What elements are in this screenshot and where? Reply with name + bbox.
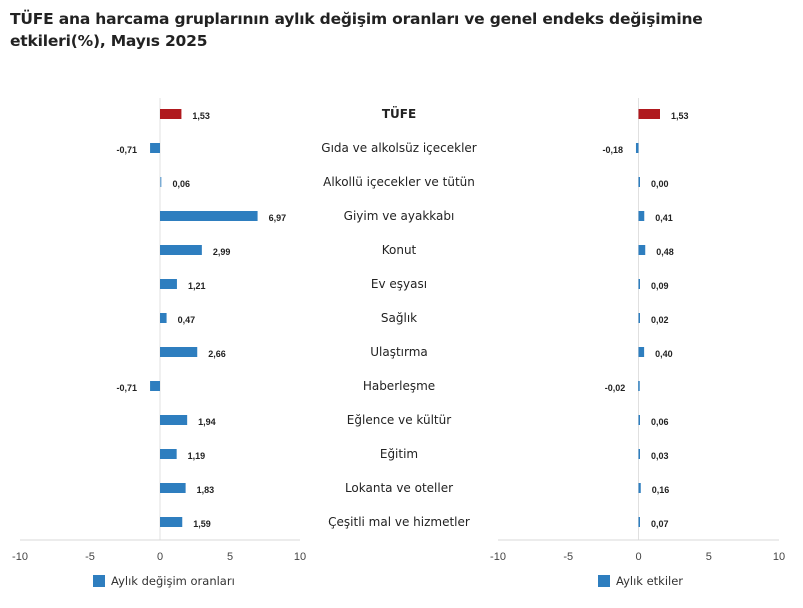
data-label: 0,41 <box>655 213 673 223</box>
bar <box>160 177 162 187</box>
data-label: -0,71 <box>117 145 138 155</box>
category-label: Alkollü içecekler ve tütün <box>323 175 475 189</box>
bar <box>160 347 198 357</box>
bar <box>635 143 639 153</box>
category-label: Ev eşyası <box>371 277 427 291</box>
x-tick-label: 10 <box>294 551 306 563</box>
x-tick-label: 5 <box>706 551 712 563</box>
bar <box>638 517 640 527</box>
data-label: 0,06 <box>651 417 669 427</box>
data-label: 0,03 <box>651 451 669 461</box>
bar <box>638 483 641 493</box>
bar <box>160 483 186 493</box>
legend-swatch <box>598 575 610 587</box>
x-tick-label: -10 <box>490 551 506 563</box>
category-label: Lokanta ve oteller <box>345 481 453 495</box>
bar <box>160 245 202 255</box>
legend-label: Aylık değişim oranları <box>111 574 235 588</box>
data-label: 1,94 <box>198 417 216 427</box>
data-label: 0,40 <box>655 349 673 359</box>
data-label: 0,00 <box>651 179 669 189</box>
data-label: -0,71 <box>117 383 138 393</box>
data-label: 2,99 <box>213 247 231 257</box>
bar <box>638 109 660 119</box>
bar <box>160 211 258 221</box>
x-tick-label: 0 <box>635 551 641 563</box>
bar <box>638 415 640 425</box>
data-label: 0,16 <box>652 485 670 495</box>
bar <box>638 347 645 357</box>
data-label: 1,83 <box>197 485 215 495</box>
data-label: 6,97 <box>269 213 287 223</box>
data-label: 0,48 <box>656 247 674 257</box>
x-tick-label: -5 <box>85 551 95 563</box>
bar <box>160 279 177 289</box>
category-label: TÜFE <box>382 106 416 121</box>
category-label: Ulaştırma <box>370 345 428 359</box>
bar <box>160 313 167 323</box>
data-label: 0,02 <box>651 315 669 325</box>
category-label: Sağlık <box>381 311 417 325</box>
data-label: 0,07 <box>651 519 669 529</box>
data-label: 1,53 <box>192 111 210 121</box>
category-label: Haberleşme <box>363 379 435 393</box>
data-label: 1,21 <box>188 281 206 291</box>
bar <box>638 211 645 221</box>
data-label: 0,06 <box>173 179 191 189</box>
data-label: -0,02 <box>605 383 626 393</box>
category-label: Eğitim <box>380 447 418 461</box>
bar <box>160 449 177 459</box>
data-label: 1,59 <box>193 519 211 529</box>
bar <box>160 517 183 527</box>
bar <box>638 245 646 255</box>
data-label: 0,09 <box>651 281 669 291</box>
bar <box>150 143 160 153</box>
category-label: Giyim ve ayakkabı <box>344 209 455 223</box>
x-tick-label: -10 <box>12 551 28 563</box>
x-tick-label: 0 <box>157 551 163 563</box>
data-label: 0,47 <box>178 315 196 325</box>
data-label: -0,18 <box>602 145 623 155</box>
x-tick-label: -5 <box>563 551 573 563</box>
category-label: Çeşitli mal ve hizmetler <box>328 515 470 529</box>
bar <box>160 415 188 425</box>
bar <box>638 313 640 323</box>
category-label: Gıda ve alkolsüz içecekler <box>321 141 477 155</box>
data-label: 1,19 <box>188 451 206 461</box>
bar <box>638 177 640 187</box>
x-tick-label: 10 <box>773 551 785 563</box>
data-label: 2,66 <box>208 349 226 359</box>
bar <box>160 109 182 119</box>
chart-title: TÜFE ana harcama gruplarının aylık değiş… <box>10 10 703 50</box>
bar <box>638 449 640 459</box>
data-label: 1,53 <box>671 111 689 121</box>
bar <box>638 381 640 391</box>
legend-label: Aylık etkiler <box>616 574 683 588</box>
bar <box>150 381 160 391</box>
category-label: Eğlence ve kültür <box>347 413 451 427</box>
legend-swatch <box>93 575 105 587</box>
x-tick-label: 5 <box>227 551 233 563</box>
bar <box>638 279 640 289</box>
category-label: Konut <box>382 243 417 257</box>
